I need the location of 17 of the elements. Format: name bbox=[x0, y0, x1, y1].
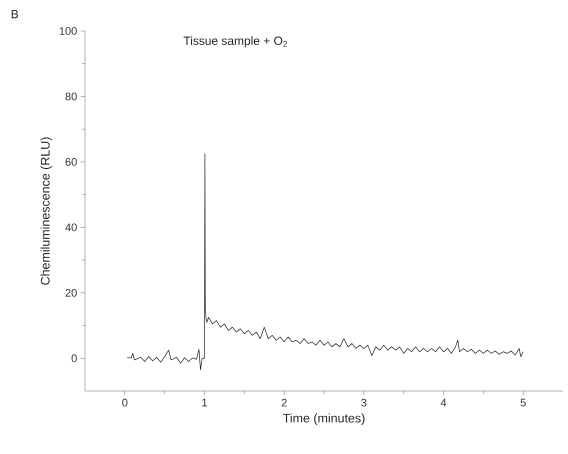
y-tick-label: 60 bbox=[66, 158, 77, 166]
x-axis-title: Time (minutes) bbox=[283, 413, 364, 425]
x-tick-label: 1 bbox=[202, 398, 208, 406]
y-tick-label: 100 bbox=[60, 27, 77, 35]
line-series bbox=[126, 153, 524, 370]
y-tick-label: 0 bbox=[72, 354, 77, 362]
y-tick-label: 80 bbox=[66, 92, 77, 100]
x-tick-label: 4 bbox=[440, 398, 446, 406]
x-tick-label: 3 bbox=[361, 398, 366, 407]
text: B bbox=[12, 10, 18, 18]
y-tick-label: 40 bbox=[65, 224, 77, 232]
x-tick-label: 0 bbox=[122, 398, 128, 407]
y-tick-label: 20 bbox=[66, 288, 77, 297]
x-tick-label: 5 bbox=[520, 398, 526, 406]
y-axis-title: Chemiluminescence (RLU) bbox=[40, 137, 52, 285]
annotation: Tissue sample + O$_{2}$ bbox=[184, 36, 287, 48]
x-tick-label: 2 bbox=[282, 398, 287, 406]
